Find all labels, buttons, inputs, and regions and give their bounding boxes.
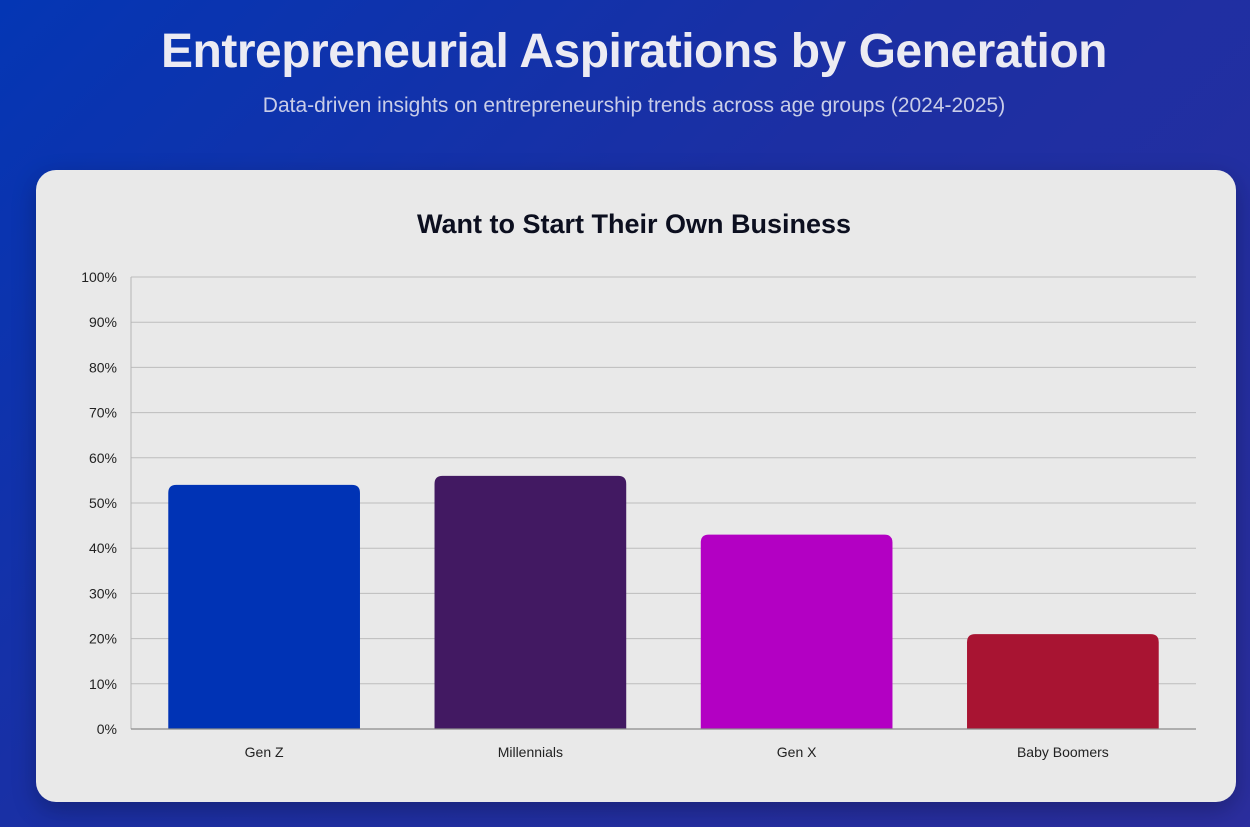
bar-baby-boomers xyxy=(967,634,1159,729)
bars xyxy=(168,475,1159,729)
x-tick-label: Millennials xyxy=(498,744,563,760)
y-tick-label: 10% xyxy=(89,676,117,692)
x-tick-label: Gen Z xyxy=(245,744,284,760)
y-tick-label: 100% xyxy=(81,269,117,285)
x-tick-label: Gen X xyxy=(777,744,817,760)
bar-chart: Want to Start Their Own Business 0% 10% 20… xyxy=(81,209,1196,760)
y-tick-label: 70% xyxy=(89,405,117,421)
x-tick-label: Baby Boomers xyxy=(1017,744,1109,760)
y-tick-label: 90% xyxy=(89,314,117,330)
y-axis-ticks: 0% 10% 20% 30% 40% 50% 60% 70% 80% 90% 100% xyxy=(81,269,117,737)
y-tick-label: 50% xyxy=(89,495,117,511)
x-axis-labels: Gen Z Millennials Gen X Baby Boomers xyxy=(245,744,1109,760)
y-tick-label: 20% xyxy=(89,631,117,647)
y-tick-label: 40% xyxy=(89,540,117,556)
y-tick-label: 0% xyxy=(97,721,117,737)
bar-gen-x xyxy=(700,534,893,729)
bar-gen-z xyxy=(168,484,360,729)
y-tick-label: 30% xyxy=(89,585,117,601)
bar-millennials xyxy=(434,475,627,729)
y-tick-label: 60% xyxy=(89,450,117,466)
chart-title: Want to Start Their Own Business xyxy=(417,209,851,239)
page-subtitle: Data-driven insights on entrepreneurship… xyxy=(262,94,1006,117)
y-tick-label: 80% xyxy=(89,359,117,375)
chart-card: Want to Start Their Own Business 0% 10% 20… xyxy=(36,170,1236,802)
page-title: Entrepreneurial Aspirations by Generatio… xyxy=(161,25,1107,78)
